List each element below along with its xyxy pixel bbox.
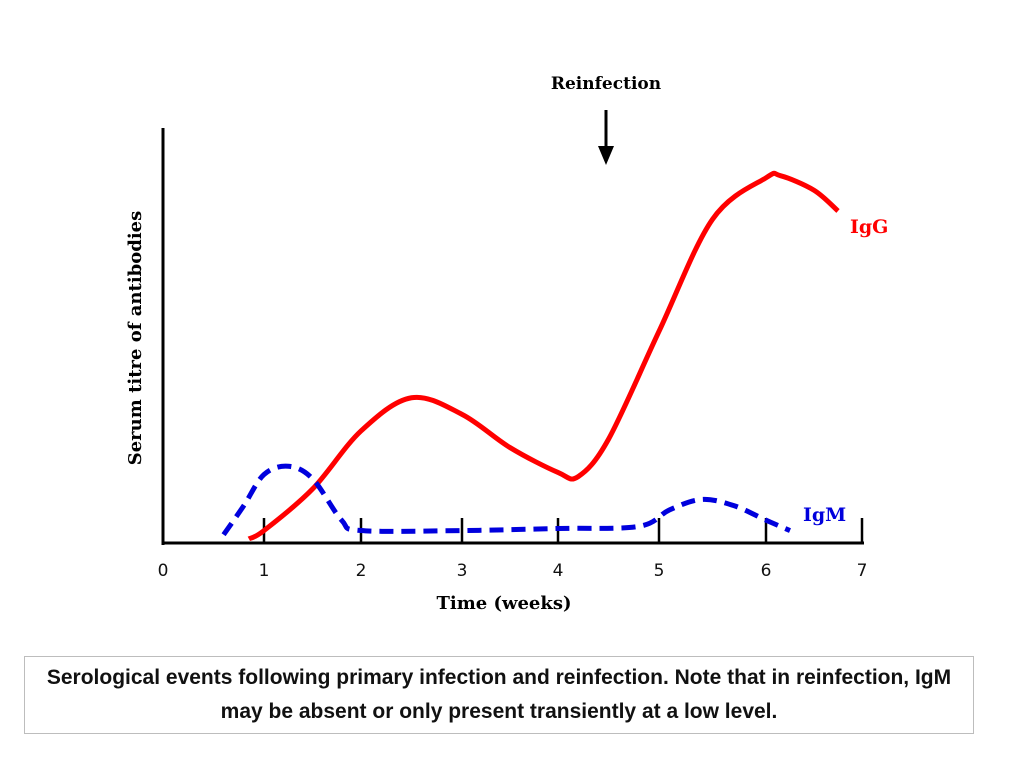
x-ticks: 0 1 2 3 4 5 6 7 xyxy=(158,518,868,581)
axes xyxy=(161,128,864,545)
x-tick-label: 0 xyxy=(158,561,169,581)
antibody-titre-chart: 0 1 2 3 4 5 6 7 Reinfection Time (weeks) Serum … xyxy=(125,74,888,614)
x-tick-label: 5 xyxy=(654,561,665,581)
y-axis-label: Serum titre of antibodies xyxy=(125,211,146,466)
x-axis-label: Time (weeks) xyxy=(436,593,571,614)
figure-caption: Serological events following primary inf… xyxy=(24,656,974,734)
series-line-igm xyxy=(221,463,791,537)
x-tick-label: 7 xyxy=(857,561,868,581)
legend-igg-label: IgG xyxy=(850,216,888,238)
series-group xyxy=(221,170,840,542)
reinfection-arrow-icon xyxy=(598,110,614,165)
x-tick-label: 6 xyxy=(761,561,772,581)
x-tick-label: 2 xyxy=(356,561,367,581)
reinfection-annotation-label: Reinfection xyxy=(551,74,661,94)
x-tick-label: 1 xyxy=(259,561,270,581)
legend-igm-label: IgM xyxy=(803,504,846,526)
series-line-igg xyxy=(247,170,840,542)
x-tick-label: 4 xyxy=(553,561,564,581)
x-tick-label: 3 xyxy=(457,561,468,581)
